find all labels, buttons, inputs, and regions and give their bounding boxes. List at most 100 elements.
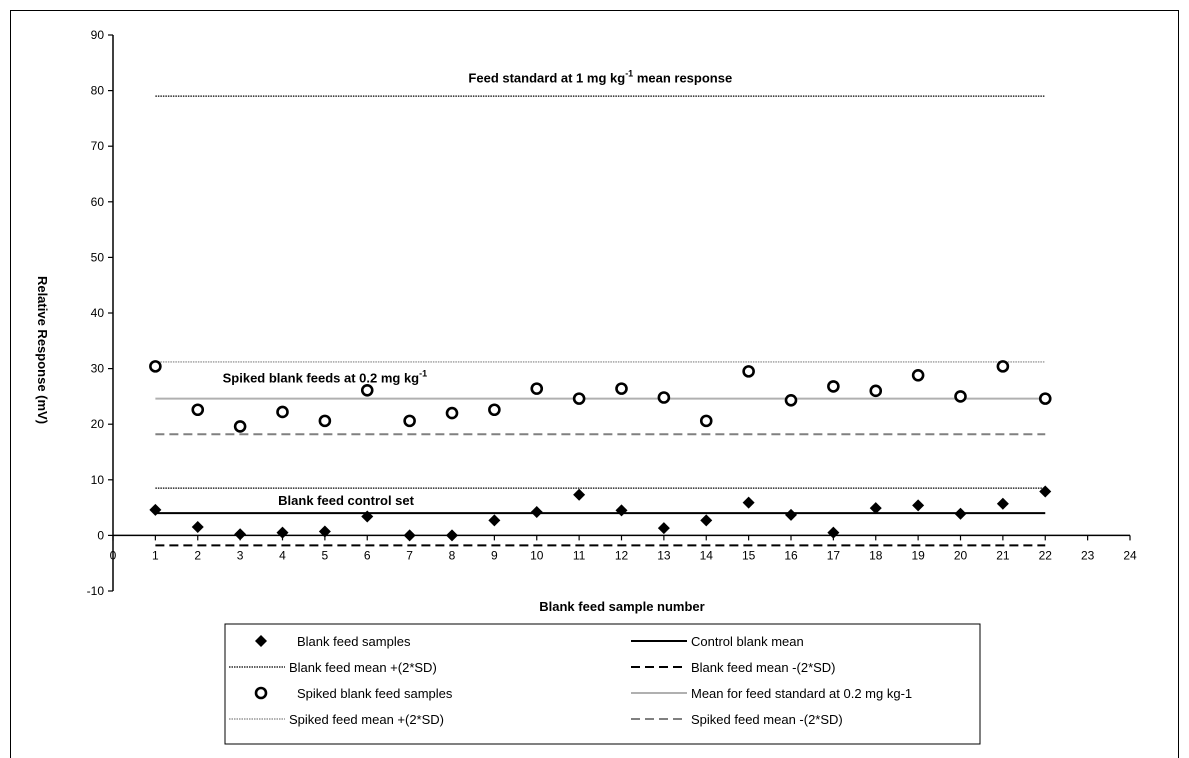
x-tick-label: 21 xyxy=(996,548,1010,562)
data-point-diamond xyxy=(530,506,543,519)
data-point-circle xyxy=(254,686,268,700)
legend-box xyxy=(224,623,981,745)
data-point-circle xyxy=(191,403,205,417)
x-axis-title: Blank feed sample number xyxy=(539,599,704,614)
data-point-diamond xyxy=(827,526,840,539)
data-point-diamond xyxy=(615,504,628,517)
x-tick-label: 1 xyxy=(152,548,159,562)
x-tick-label: 17 xyxy=(827,548,841,562)
legend-label: Spiked feed mean -(2*SD) xyxy=(691,712,843,727)
data-point-circle xyxy=(360,383,374,397)
y-tick-label: 60 xyxy=(91,195,105,209)
legend-item: Blank feed mean +(2*SD) xyxy=(229,660,437,675)
legend-item: Spiked blank feed samples xyxy=(254,686,453,701)
x-tick-label: 2 xyxy=(194,548,201,562)
x-tick-label: 20 xyxy=(954,548,968,562)
x-tick-label: 24 xyxy=(1123,548,1137,562)
data-point-circle xyxy=(488,403,501,417)
x-tick-label: 22 xyxy=(1039,548,1053,562)
legend-label: Blank feed mean -(2*SD) xyxy=(691,660,836,675)
data-point-diamond xyxy=(742,496,755,509)
y-tick-label: 0 xyxy=(97,528,104,542)
x-tick-label: 8 xyxy=(449,548,456,562)
y-tick-label: 50 xyxy=(91,250,105,264)
x-tick-label: 23 xyxy=(1081,548,1095,562)
data-point-circle xyxy=(276,405,289,419)
data-point-diamond xyxy=(657,522,670,535)
chart-annotation: Feed standard at 1 mg kg-1 mean response xyxy=(468,68,732,85)
y-tick-label: -10 xyxy=(87,584,105,598)
data-point-diamond xyxy=(276,526,289,539)
x-tick-label: 6 xyxy=(364,548,371,562)
data-point-diamond xyxy=(149,503,162,516)
data-point-circle xyxy=(445,406,459,420)
y-tick-label: 80 xyxy=(91,84,105,98)
legend-label: Control blank mean xyxy=(691,634,804,649)
legend-item: Spiked feed mean +(2*SD) xyxy=(229,712,444,727)
data-point-diamond xyxy=(255,635,267,647)
x-tick-label: 13 xyxy=(657,548,671,562)
data-point-diamond xyxy=(318,525,331,538)
annotations: Feed standard at 1 mg kg-1 mean response… xyxy=(223,68,733,508)
legend-label: Mean for feed standard at 0.2 mg kg-1 xyxy=(691,686,912,701)
data-point-diamond xyxy=(361,510,374,523)
data-point-diamond xyxy=(488,514,501,527)
data-point-circle xyxy=(615,382,628,395)
legend-label: Spiked feed mean +(2*SD) xyxy=(289,712,444,727)
data-point-diamond xyxy=(912,499,925,512)
legend: Blank feed samples Control blank mean Blan… xyxy=(224,623,981,745)
data-point-diamond xyxy=(573,488,586,501)
y-tick-label: 40 xyxy=(91,306,105,320)
data-point-diamond xyxy=(191,521,204,534)
data-point-diamond xyxy=(1039,485,1052,498)
data-point-circle xyxy=(954,390,967,403)
x-tick-label: 11 xyxy=(573,548,586,562)
series-lines xyxy=(155,95,1046,547)
data-point-diamond xyxy=(785,508,797,521)
data-point-diamond xyxy=(700,514,713,527)
x-tick-label: 15 xyxy=(742,548,756,562)
x-tick-label: 16 xyxy=(784,548,798,562)
chart-annotation: Spiked blank feeds at 0.2 mg kg-1 xyxy=(223,369,428,386)
legend-item: Blank feed mean -(2*SD) xyxy=(631,660,836,675)
data-point-diamond xyxy=(996,497,1009,510)
chart-annotation: Blank feed control set xyxy=(278,493,414,508)
legend-label: Spiked blank feed samples xyxy=(297,686,453,701)
data-point-circle xyxy=(657,391,671,404)
data-point-circle xyxy=(827,380,840,393)
data-point-circle xyxy=(996,360,1010,373)
data-point-circle xyxy=(403,414,416,428)
x-tick-label: 4 xyxy=(279,548,286,562)
legend-item: Spiked feed mean -(2*SD) xyxy=(631,712,843,727)
legend-item: Blank feed samples xyxy=(255,634,411,649)
legend-label: Blank feed mean +(2*SD) xyxy=(289,660,437,675)
data-point-diamond xyxy=(954,507,967,520)
y-tick-label: 70 xyxy=(91,139,105,153)
x-tick-label: 10 xyxy=(530,548,544,562)
x-tick-label: 3 xyxy=(237,548,244,562)
data-point-circle xyxy=(572,392,586,405)
data-point-circle xyxy=(911,368,925,382)
y-axis-title: Relative Response (mV) xyxy=(35,276,50,424)
x-tick-label: 12 xyxy=(615,548,629,562)
x-tick-label: 14 xyxy=(700,548,714,562)
x-tick-label: 18 xyxy=(869,548,883,562)
data-point-circle xyxy=(699,414,713,428)
y-tick-label: 30 xyxy=(91,362,105,376)
x-tick-label: 19 xyxy=(911,548,925,562)
legend-item: Control blank mean xyxy=(631,634,804,649)
data-point-diamond xyxy=(446,529,458,542)
data-point-circle xyxy=(149,360,162,373)
data-point-circle xyxy=(869,384,883,398)
data-point-circle xyxy=(233,420,247,433)
data-point-circle xyxy=(1038,392,1052,405)
data-point-circle xyxy=(784,393,798,407)
data-point-diamond xyxy=(403,529,416,542)
data-point-circle xyxy=(742,365,755,378)
data-point-circle xyxy=(530,382,544,395)
chart-frame xyxy=(10,10,1179,758)
x-tick-label: 7 xyxy=(406,548,413,562)
x-tick-label: 5 xyxy=(322,548,329,562)
series-points xyxy=(149,360,1052,542)
